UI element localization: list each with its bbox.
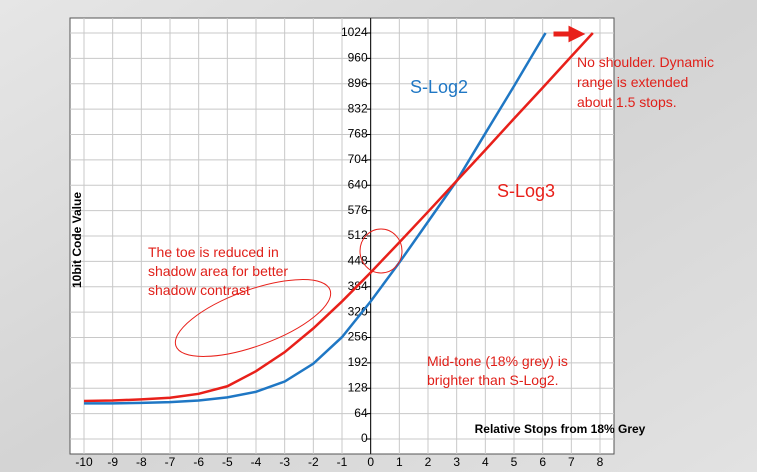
arrow (553, 25, 586, 43)
x-tick-label: 6 (539, 455, 546, 469)
x-axis-label: Relative Stops from 18% Grey (475, 422, 646, 436)
y-tick-label: 256 (348, 330, 368, 344)
x-tick-label: -5 (222, 455, 233, 469)
y-tick-label: 1024 (341, 25, 368, 39)
y-tick-label: 320 (348, 304, 368, 318)
y-tick-label: 448 (348, 254, 368, 268)
y-tick-label: 768 (348, 127, 368, 141)
annotation: No shoulder. Dynamic range is extended abo… (577, 54, 714, 110)
y-tick-label: 192 (348, 355, 368, 369)
annotation-line: shadow contrast (148, 282, 250, 298)
annotation-line: range is extended (577, 74, 688, 90)
y-tick-label: 640 (348, 177, 368, 191)
x-tick-label: -9 (107, 455, 118, 469)
x-tick-label: 2 (425, 455, 432, 469)
annotation: Mid-tone (18% grey) is brighter than S-Lo… (427, 353, 568, 388)
series-label: S-Log2 (410, 77, 468, 97)
series-line (84, 32, 547, 405)
y-tick-label: 128 (348, 380, 368, 394)
annotation-line: shadow area for better (148, 263, 288, 279)
x-tick-label: 8 (597, 455, 604, 469)
annotation-line: about 1.5 stops. (577, 94, 677, 110)
annotation-line: The toe is reduced in (148, 244, 279, 260)
annotation-line: No shoulder. Dynamic (577, 54, 714, 70)
x-tick-label: 5 (511, 455, 518, 469)
lines (83, 32, 594, 405)
x-tick-label: 4 (482, 455, 489, 469)
x-tick-label: -4 (251, 455, 262, 469)
y-axis-label: 10bit Code Value (70, 192, 84, 288)
y-tick-label: 704 (348, 152, 368, 166)
x-tick-label: -7 (165, 455, 176, 469)
grid: -10 -9 -8 -7 -6 -5 -4 -3 -2 -1 0 1 2 3 4 5 6 7 80641281922… (70, 18, 614, 469)
annotation: The toe is reduced in shadow area for bet… (148, 244, 288, 298)
y-tick-label: 0 (361, 431, 368, 445)
y-tick-label: 896 (348, 76, 368, 90)
series-line (83, 32, 594, 403)
y-tick-label: 576 (348, 203, 368, 217)
y-tick-label: 64 (354, 406, 368, 420)
series-label: S-Log3 (497, 181, 555, 201)
x-tick-label: -1 (337, 455, 348, 469)
x-tick-label: -10 (75, 455, 93, 469)
x-tick-label: 7 (568, 455, 575, 469)
midtone-ellipse (359, 228, 403, 274)
annotation-line: Mid-tone (18% grey) is (427, 353, 568, 369)
x-tick-label: 0 (367, 455, 374, 469)
toe-ellipse (174, 279, 332, 357)
x-tick-label: -3 (279, 455, 290, 469)
y-tick-label: 960 (348, 51, 368, 65)
x-tick-label: 1 (396, 455, 403, 469)
x-tick-label: -2 (308, 455, 319, 469)
y-tick-label: 832 (348, 101, 368, 115)
x-tick-label: -6 (193, 455, 204, 469)
x-tick-label: 3 (453, 455, 460, 469)
annotation-line: brighter than S-Log2. (427, 372, 559, 388)
x-tick-label: -8 (136, 455, 147, 469)
y-tick-label: 512 (348, 228, 368, 242)
